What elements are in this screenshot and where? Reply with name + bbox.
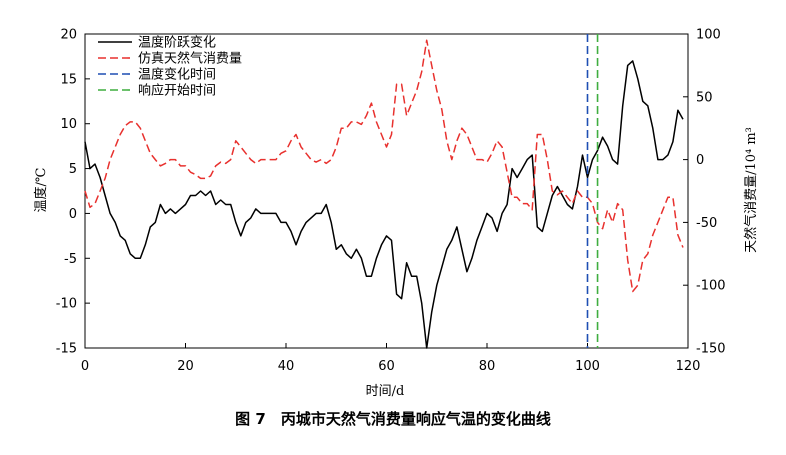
right-axis: -150 -100 -50 0 50 100 — [683, 28, 726, 357]
y-tick-label: 20 — [60, 28, 77, 43]
legend-label: 温度阶跃变化 — [138, 35, 216, 51]
y2-tick-label: 100 — [696, 28, 721, 43]
x-axis-title: 时间/d — [366, 384, 405, 399]
x-tick-label: 100 — [575, 359, 600, 374]
x-tick-label: 80 — [479, 359, 496, 374]
series-line-0 — [84, 60, 684, 349]
y2-tick-label: -150 — [696, 342, 726, 357]
y-tick-label: -15 — [56, 342, 77, 357]
y-tick-label: 10 — [60, 117, 77, 132]
legend-label: 响应开始时间 — [138, 83, 216, 99]
x-tick-label: 60 — [378, 359, 395, 374]
y-tick-label: 0 — [69, 207, 77, 222]
y-tick-label: 5 — [69, 162, 77, 177]
x-tick-label: 40 — [278, 359, 295, 374]
series-line-1 — [84, 39, 684, 293]
y-tick-label: -10 — [56, 297, 77, 312]
bottom-axis: 0 20 40 60 80 100 120 — [81, 343, 701, 374]
legend-label: 温度变化时间 — [138, 67, 216, 83]
figure-caption: 图 7 丙城市天然气消费量响应气温的变化曲线 — [235, 410, 551, 428]
y2-tick-label: 0 — [696, 153, 704, 168]
y2-axis-title: 天然气消费量/10⁴ m³ — [743, 127, 759, 253]
y-tick-label: 15 — [60, 72, 77, 87]
left-axis: -15 -10 -5 0 5 10 15 20 — [56, 28, 90, 357]
y2-tick-label: 50 — [696, 90, 713, 105]
legend-label: 仿真天然气消费量 — [138, 51, 242, 67]
series-layer — [84, 34, 684, 349]
x-tick-label: 0 — [81, 359, 89, 374]
y-tick-label: -5 — [64, 252, 77, 267]
y-axis-title: 温度/℃ — [33, 168, 49, 213]
y2-tick-label: -50 — [696, 216, 717, 231]
x-tick-label: 120 — [676, 359, 701, 374]
x-tick-label: 20 — [177, 359, 194, 374]
y2-tick-label: -100 — [696, 279, 726, 294]
